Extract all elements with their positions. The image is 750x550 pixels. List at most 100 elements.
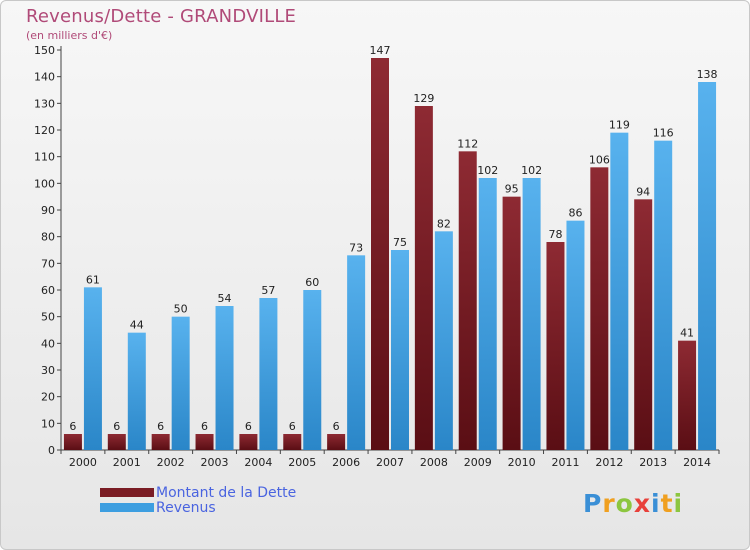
data-label-debt-2009: 112 [457,137,478,150]
x-tick-label: 2006 [332,456,360,469]
bar-debt-2012 [590,167,609,451]
bar-revenus-2006 [347,255,366,450]
bar-debt-2003 [195,434,214,450]
bar-debt-2002 [151,434,170,450]
bar-revenus-2009 [478,178,497,450]
data-label-debt-2007: 147 [370,44,391,57]
legend-label-revenus: Revenus [156,500,216,516]
logo-letter: P [583,489,603,518]
y-tick-label: 130 [34,97,55,110]
data-label-debt-2004: 6 [245,420,252,433]
bar-debt-2010 [502,196,521,450]
x-tick-label: 2000 [69,456,97,469]
y-tick-label: 10 [41,417,55,430]
bar-revenus-2010 [522,178,541,450]
bar-revenus-2007 [391,250,409,450]
bar-revenus-2011 [566,220,585,450]
data-label-revenus-2006: 73 [349,241,363,254]
bar-debt-2004 [239,434,258,450]
data-label-revenus-2007: 75 [393,236,407,249]
bar-debt-2013 [634,199,653,450]
data-label-revenus-2001: 44 [130,319,144,332]
logo-letter: o [615,489,634,518]
data-label-revenus-2010: 102 [521,164,542,177]
legend-label-debt: Montant de la Dette [156,485,297,501]
data-label-debt-2013: 94 [636,185,650,198]
bar-revenus-2014 [698,82,717,450]
data-label-debt-2012: 106 [589,153,610,166]
data-label-debt-2001: 6 [113,420,120,433]
data-label-debt-2006: 6 [333,420,340,433]
data-label-revenus-2003: 54 [218,292,232,305]
data-label-revenus-2014: 138 [697,68,718,81]
data-label-revenus-2004: 57 [261,284,275,297]
y-tick-label: 100 [34,177,55,190]
logo-letter: t [660,489,674,518]
y-tick-label: 150 [34,44,55,57]
bar-debt-2001 [107,434,126,450]
x-tick-label: 2009 [464,456,492,469]
x-tick-label: 2013 [639,456,667,469]
data-label-debt-2010: 95 [505,183,519,196]
data-label-debt-2003: 6 [201,420,208,433]
x-tick-label: 2010 [508,456,536,469]
bar-revenus-2000 [83,287,102,450]
data-label-revenus-2013: 116 [653,127,674,140]
bar-revenus-2004 [259,298,278,450]
data-label-debt-2008: 129 [413,92,434,105]
x-tick-label: 2001 [113,456,141,469]
data-label-revenus-2005: 60 [305,276,319,289]
x-tick-label: 2011 [551,456,579,469]
x-tick-label: 2004 [244,456,272,469]
y-tick-label: 30 [41,364,55,377]
x-tick-label: 2003 [201,456,229,469]
logo-letter: i [673,489,684,518]
data-label-revenus-2000: 61 [86,273,100,286]
bar-revenus-2005 [303,290,322,450]
y-tick-label: 110 [34,151,55,164]
data-label-revenus-2012: 119 [609,119,630,132]
data-label-debt-2011: 78 [548,228,562,241]
data-label-debt-2005: 6 [289,420,296,433]
y-tick-label: 70 [41,257,55,270]
x-tick-label: 2012 [595,456,623,469]
logo-letter: r [602,489,616,518]
bar-revenus-2013 [654,140,673,450]
y-tick-label: 50 [41,311,55,324]
y-tick-label: 60 [41,284,55,297]
bar-debt-2007 [371,58,389,450]
bar-debt-2009 [458,151,477,451]
proxiti-logo: Proxiti [583,489,683,518]
y-tick-label: 140 [34,71,55,84]
data-label-revenus-2009: 102 [477,164,498,177]
y-tick-label: 40 [41,337,55,350]
data-label-revenus-2002: 50 [174,303,188,316]
x-tick-label: 2007 [376,456,404,469]
data-label-debt-2014: 41 [680,327,694,340]
bar-debt-2006 [327,434,346,450]
bar-revenus-2008 [434,231,453,450]
x-tick-label: 2002 [157,456,185,469]
bar-debt-2011 [546,242,565,450]
logo-letter: x [633,489,651,518]
chart-title: Revenus/Dette - GRANDVILLE [26,6,297,27]
bar-debt-2008 [414,106,433,450]
y-tick-label: 90 [41,204,55,217]
chart-subtitle: (en milliers d'€) [26,29,113,42]
y-tick-label: 0 [48,444,55,457]
bar-revenus-2001 [127,332,146,450]
bar-debt-2000 [63,434,82,450]
y-tick-label: 120 [34,124,55,137]
bar-revenus-2012 [610,132,629,450]
data-label-revenus-2011: 86 [568,207,582,220]
data-label-debt-2002: 6 [157,420,164,433]
bar-revenus-2002 [171,316,190,450]
x-tick-label: 2008 [420,456,448,469]
y-tick-label: 80 [41,231,55,244]
data-label-revenus-2008: 82 [437,217,451,230]
y-tick-label: 20 [41,391,55,404]
bar-debt-2005 [283,434,302,450]
legend-swatch-revenus [100,503,154,512]
legend-swatch-debt [100,488,154,497]
